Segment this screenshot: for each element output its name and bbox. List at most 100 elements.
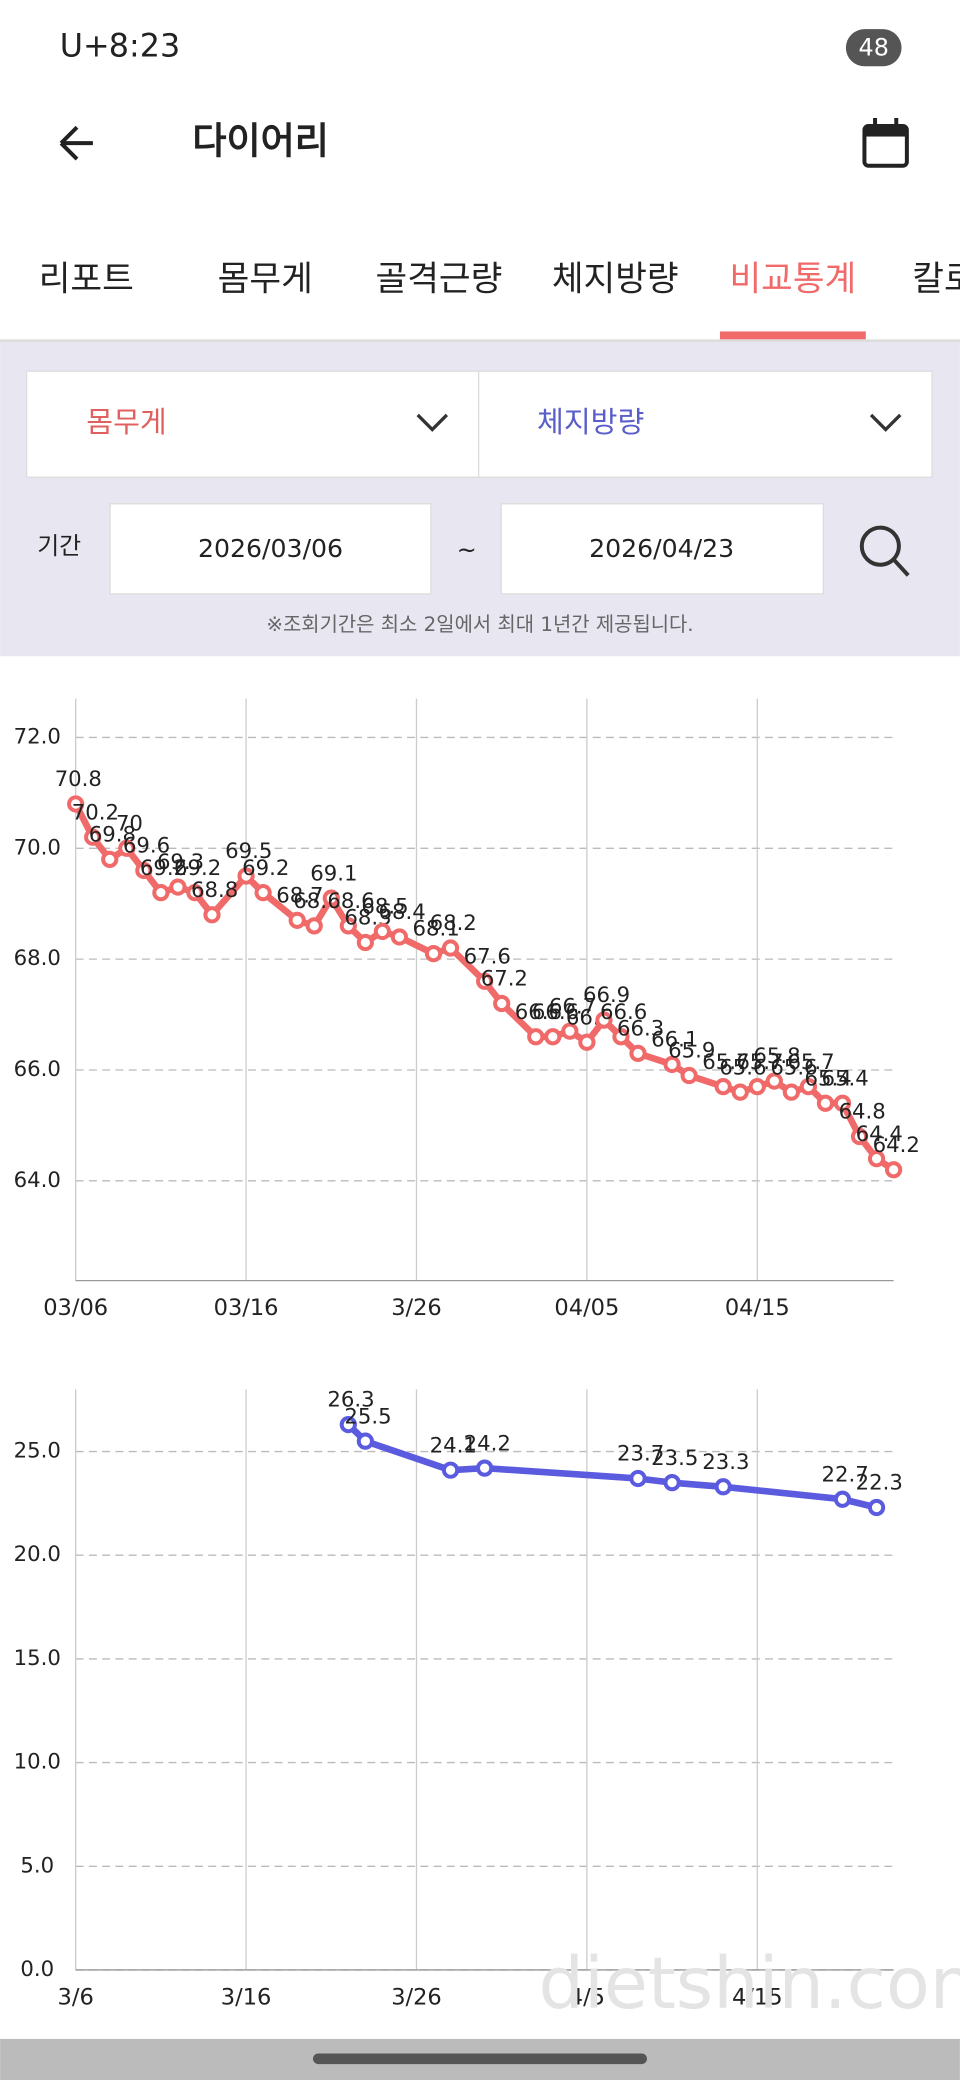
end-date: 2026/04/23 (589, 534, 734, 563)
tab[interactable]: 몸무게 (218, 260, 313, 300)
data-label: 65.7 (702, 1050, 749, 1075)
period-label: 기간 (37, 532, 81, 560)
search-button[interactable] (859, 525, 910, 577)
carrier: U+ (60, 27, 110, 65)
data-point (612, 1028, 630, 1046)
y-tick-label: 10.0 (14, 1750, 61, 1775)
data-point (339, 917, 357, 935)
data-label: 65.9 (668, 1039, 715, 1064)
data-label: 65.7 (736, 1050, 783, 1075)
data-point (67, 795, 85, 813)
tab[interactable]: 리포트 (39, 260, 134, 300)
data-point (373, 922, 392, 941)
data-point (476, 1459, 494, 1477)
data-point (203, 906, 221, 924)
start-date: 2026/03/06 (198, 534, 343, 563)
data-label: 67.2 (481, 967, 528, 992)
data-point (578, 1033, 596, 1051)
data-label: 66.6 (532, 1000, 579, 1025)
data-label: 67.6 (464, 944, 511, 969)
tab[interactable]: 비교통계 (729, 260, 856, 300)
data-point (782, 1083, 800, 1101)
data-point (441, 1461, 460, 1479)
x-tick-label: 04/15 (725, 1295, 790, 1321)
data-label: 64.8 (839, 1100, 886, 1125)
charts: 64.0 66.0 68.0 70.0 72.0 03/06 03/16 3/26 04/05 0… (0, 658, 960, 2030)
x-tick-label: 3/26 (391, 1984, 442, 2010)
y-tick-label: 0.0 (20, 1957, 54, 1982)
y-tick-label: 72.0 (14, 724, 61, 749)
end-date-field[interactable] (500, 503, 825, 595)
calendar-button[interactable] (862, 117, 909, 168)
data-point (101, 850, 119, 868)
data-label: 64.4 (856, 1122, 903, 1147)
data-point (544, 1028, 562, 1046)
back-button[interactable] (59, 125, 93, 161)
chevrons (416, 413, 902, 432)
data-point (527, 1028, 545, 1046)
data-point (305, 917, 323, 935)
data-label: 26.3 (327, 1388, 374, 1413)
data-label: 69.1 (310, 861, 357, 886)
data-point (493, 994, 511, 1013)
data-label: 68.5 (361, 895, 408, 920)
data-point (356, 933, 374, 952)
start-date-field[interactable] (109, 503, 432, 595)
data-point (356, 1432, 374, 1450)
data-label: 69.5 (225, 839, 272, 864)
data-label: 65.4 (804, 1066, 851, 1091)
data-label: 69.6 (123, 834, 170, 859)
data-point (424, 944, 443, 963)
data-point (441, 939, 460, 957)
data-point (867, 1498, 886, 1517)
data-point (714, 1078, 732, 1096)
data-label: 24.1 (430, 1433, 477, 1458)
metric-select-2[interactable] (478, 370, 933, 478)
x-tick-label: 3/26 (391, 1295, 442, 1321)
x-tick-label: 4/5 (569, 1984, 605, 2010)
tab[interactable]: 골격근량 (376, 260, 503, 300)
data-point (629, 1044, 647, 1062)
x-tick-label: 4/15 (732, 1984, 783, 2010)
data-label: 68.1 (413, 917, 460, 942)
data-label: 25.5 (344, 1404, 391, 1429)
x-tick-label: 04/05 (554, 1295, 619, 1321)
home-handle[interactable] (312, 2053, 648, 2065)
metric-1: 몸무게 (86, 405, 166, 439)
data-point (169, 878, 187, 896)
tab[interactable]: 칼로 (912, 260, 960, 300)
data-label: 69.2 (242, 856, 289, 881)
data-label: 66.6 (515, 1000, 562, 1025)
y-tick-label: 25.0 (14, 1439, 61, 1464)
header-title: 다이어리 (192, 120, 329, 163)
x-tick-label: 03/16 (214, 1295, 279, 1321)
data-point (237, 867, 255, 885)
y-tick-label: 15.0 (14, 1646, 61, 1671)
data-point (714, 1478, 732, 1496)
data-point (118, 839, 136, 857)
data-point (390, 928, 409, 946)
data-point (748, 1078, 766, 1096)
data-point (322, 889, 340, 907)
data-point (731, 1083, 749, 1101)
data-label: 64.2 (873, 1133, 920, 1158)
battery-level: 48 (859, 34, 889, 62)
data-point (339, 1415, 357, 1434)
data-label: 65.6 (719, 1055, 766, 1080)
data-label: 68.6 (327, 889, 374, 914)
x-tick-label: 03/06 (43, 1295, 108, 1321)
data-label: 65.8 (753, 1044, 800, 1069)
clock: 8:23 (109, 27, 180, 65)
data-point (663, 1055, 681, 1074)
data-label: 66.1 (651, 1028, 698, 1053)
data-point (476, 972, 494, 990)
data-label: 66.6 (600, 1000, 647, 1025)
data-point (884, 1161, 903, 1179)
data-label: 68.2 (430, 911, 477, 936)
tab[interactable]: 체지방량 (552, 260, 679, 300)
data-label: 68.7 (276, 883, 323, 908)
data-label: 23.5 (651, 1446, 698, 1471)
data-point (595, 1011, 613, 1029)
